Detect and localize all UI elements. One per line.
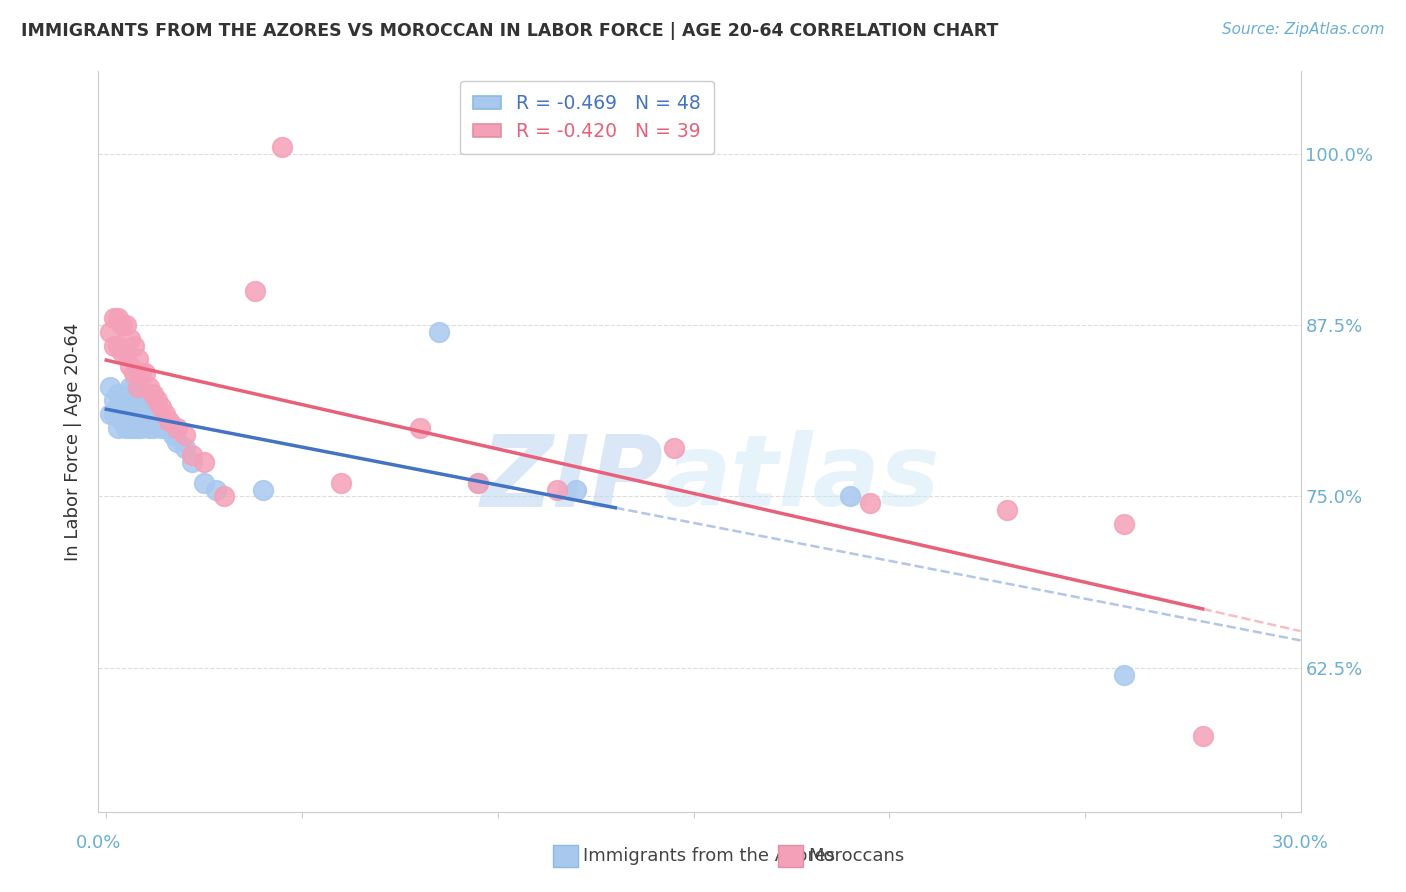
Point xyxy=(146,393,169,408)
Point xyxy=(122,393,145,408)
Point xyxy=(114,407,136,421)
Text: Immigrants from the Azores: Immigrants from the Azores xyxy=(583,847,835,865)
Point xyxy=(157,414,180,428)
Point xyxy=(111,393,134,408)
Point xyxy=(243,284,266,298)
Point xyxy=(127,421,149,435)
Point xyxy=(98,407,121,421)
Point xyxy=(166,421,188,435)
Point xyxy=(662,442,685,456)
Point xyxy=(146,407,169,421)
Point xyxy=(173,427,195,442)
Point xyxy=(103,393,125,408)
Point xyxy=(111,318,134,332)
Point xyxy=(103,338,125,352)
Point xyxy=(131,401,153,415)
Point xyxy=(205,483,228,497)
Point xyxy=(995,503,1018,517)
Point xyxy=(127,407,149,421)
Point xyxy=(153,421,176,435)
Point xyxy=(118,421,141,435)
Point xyxy=(118,380,141,394)
Point xyxy=(138,386,160,401)
Point xyxy=(122,338,145,352)
Point xyxy=(565,483,588,497)
Point xyxy=(252,483,274,497)
Point xyxy=(111,407,134,421)
Point xyxy=(181,455,204,469)
Point xyxy=(173,442,195,456)
Point xyxy=(153,407,176,421)
Point xyxy=(193,455,215,469)
Point xyxy=(138,380,160,394)
Point xyxy=(107,311,129,326)
Point xyxy=(166,434,188,449)
Point xyxy=(142,421,165,435)
Point xyxy=(98,380,121,394)
Point xyxy=(122,380,145,394)
Point xyxy=(859,496,882,510)
Point xyxy=(111,345,134,359)
Point xyxy=(114,393,136,408)
Point xyxy=(107,421,129,435)
Point xyxy=(131,421,153,435)
Point xyxy=(193,475,215,490)
Point xyxy=(98,325,121,339)
Point xyxy=(138,421,160,435)
Point xyxy=(127,393,149,408)
Text: 30.0%: 30.0% xyxy=(1272,834,1329,852)
Point xyxy=(103,407,125,421)
Point xyxy=(118,407,141,421)
Point xyxy=(114,421,136,435)
Point xyxy=(162,427,184,442)
Point xyxy=(122,401,145,415)
Point xyxy=(150,421,173,435)
Point xyxy=(142,386,165,401)
Point xyxy=(118,332,141,346)
Point xyxy=(127,380,149,394)
Point xyxy=(467,475,489,490)
Point xyxy=(118,393,141,408)
Point xyxy=(546,483,568,497)
Point xyxy=(122,421,145,435)
Point xyxy=(103,311,125,326)
Point xyxy=(118,359,141,373)
Point xyxy=(134,366,156,380)
Point xyxy=(427,325,450,339)
Point xyxy=(467,475,489,490)
Point xyxy=(212,489,235,503)
Point xyxy=(1114,667,1136,681)
Point xyxy=(150,401,173,415)
Point xyxy=(134,407,156,421)
Point xyxy=(122,366,145,380)
Point xyxy=(131,366,153,380)
Point xyxy=(408,421,430,435)
Y-axis label: In Labor Force | Age 20-64: In Labor Force | Age 20-64 xyxy=(65,322,83,561)
Point xyxy=(181,448,204,462)
Point xyxy=(330,475,353,490)
Point xyxy=(114,345,136,359)
Point xyxy=(157,421,180,435)
Point xyxy=(134,393,156,408)
Text: ZIP: ZIP xyxy=(481,430,664,527)
Text: atlas: atlas xyxy=(664,430,941,527)
Point xyxy=(142,393,165,408)
Point xyxy=(271,140,294,154)
Point xyxy=(114,318,136,332)
Point xyxy=(1114,516,1136,531)
Point xyxy=(107,401,129,415)
Legend: R = -0.469   N = 48, R = -0.420   N = 39: R = -0.469 N = 48, R = -0.420 N = 39 xyxy=(460,81,714,154)
Text: Moroccans: Moroccans xyxy=(808,847,904,865)
Point xyxy=(107,338,129,352)
Point xyxy=(1191,729,1213,743)
Point xyxy=(127,352,149,367)
Text: 0.0%: 0.0% xyxy=(76,834,121,852)
Text: Source: ZipAtlas.com: Source: ZipAtlas.com xyxy=(1222,22,1385,37)
Point xyxy=(839,489,862,503)
Text: IMMIGRANTS FROM THE AZORES VS MOROCCAN IN LABOR FORCE | AGE 20-64 CORRELATION CH: IMMIGRANTS FROM THE AZORES VS MOROCCAN I… xyxy=(21,22,998,40)
Point xyxy=(107,386,129,401)
Point xyxy=(111,414,134,428)
